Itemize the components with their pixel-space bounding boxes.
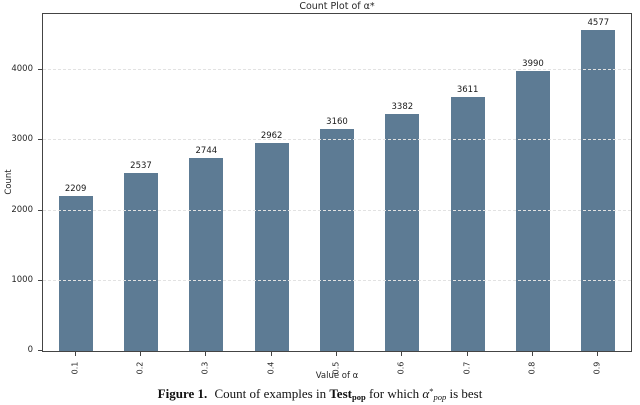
y-tick-label-2000: 2000 xyxy=(11,204,33,215)
figure-caption: Figure 1. Count of examples in Testpop f… xyxy=(0,384,640,405)
bar-0.8 xyxy=(516,70,550,351)
y-tick-label-4000: 4000 xyxy=(11,64,33,75)
bar-value-label: 2537 xyxy=(130,160,152,171)
x-tick-mark xyxy=(205,352,207,356)
y-tick-mark xyxy=(38,139,42,141)
bar-0.9 xyxy=(581,29,616,351)
x-axis-label: Value of α xyxy=(315,371,359,381)
bar-0.5 xyxy=(320,129,354,351)
bar-0.3 xyxy=(189,158,224,351)
caption-text: Count of examples in xyxy=(211,386,330,401)
y-tick-mark xyxy=(38,279,42,281)
caption-text: for which xyxy=(365,386,423,401)
bar-0.7 xyxy=(450,97,485,351)
y-tick-label-3000: 3000 xyxy=(11,134,33,145)
gridline-1000 xyxy=(43,279,631,281)
x-axis: 0.1 0.2 0.3 0.4 0.5 0.6 0.7 0.8 0.9 xyxy=(42,352,632,380)
caption-alpha-superscript: * xyxy=(429,386,434,396)
bar-0.4 xyxy=(254,143,289,351)
y-tick-mark xyxy=(38,350,42,351)
gridline-2000 xyxy=(43,209,631,211)
x-tick-mark xyxy=(140,352,141,356)
caption-test-subscript: pop xyxy=(351,392,366,402)
bar-value-label: 4577 xyxy=(587,17,610,28)
y-tick-label-1000: 1000 xyxy=(11,274,33,285)
caption-figure-label: Figure 1. xyxy=(157,386,208,401)
bar-value-label: 3160 xyxy=(326,117,348,128)
caption-test-word: Test xyxy=(329,386,352,401)
x-tick-mark xyxy=(532,352,533,356)
bar-value-label: 2209 xyxy=(64,183,87,194)
bar-value-label: 2962 xyxy=(260,131,283,142)
bar-value-label: 3382 xyxy=(391,101,414,112)
y-axis: 0 1000 2000 3000 4000 xyxy=(0,13,42,355)
bar-value-label: 3611 xyxy=(456,85,479,96)
bar-value-label: 3990 xyxy=(522,58,544,69)
bar-0.1 xyxy=(58,195,93,351)
x-tick-mark xyxy=(270,352,272,356)
caption-alpha-subscript: pop xyxy=(433,392,447,402)
x-tick-mark xyxy=(466,352,468,356)
y-tick-mark xyxy=(38,209,42,211)
x-tick-mark xyxy=(74,352,76,356)
y-tick-mark xyxy=(38,69,42,71)
caption-alpha-symbol: α xyxy=(422,386,430,401)
bar-0.2 xyxy=(124,172,158,351)
bar-value-label: 2744 xyxy=(195,146,218,157)
bar-0.6 xyxy=(385,113,420,351)
caption-text: is best xyxy=(446,386,483,401)
x-tick-mark xyxy=(597,352,599,356)
x-tick-mark xyxy=(401,352,403,356)
gridline-4000 xyxy=(43,69,631,71)
y-tick-label-0: 0 xyxy=(27,345,33,355)
gridline-3000 xyxy=(43,139,631,141)
plot-area: 2209 2537 2744 2962 3160 3382 3611 3990 4577 xyxy=(42,13,632,352)
x-tick-mark xyxy=(336,352,337,356)
chart-title: Count Plot of α* xyxy=(299,1,375,12)
